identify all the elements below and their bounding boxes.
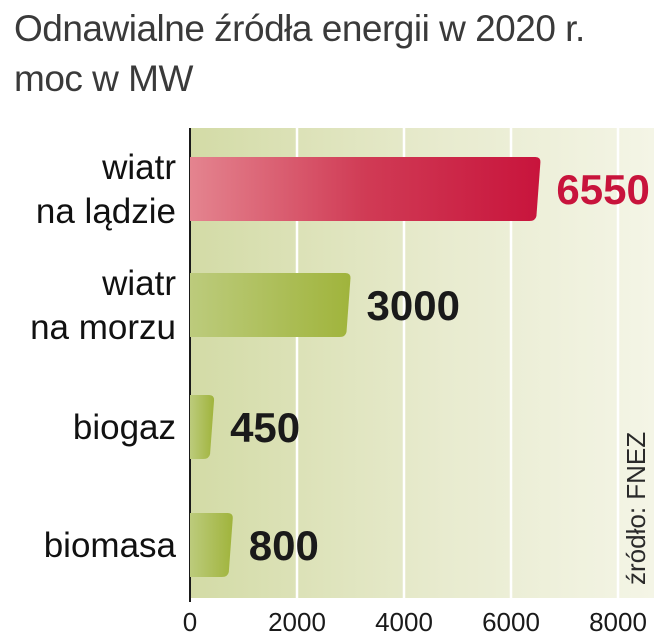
bar-value-label: 6550 (556, 166, 649, 213)
x-tick-label: 4000 (375, 607, 433, 637)
bar-value-label: 450 (230, 404, 300, 451)
chart-title: Odnawialne źródła energii w 2020 r. (14, 8, 585, 49)
source-note: źródło: FNEZ (621, 432, 651, 585)
category-label: biomasa (44, 526, 177, 565)
x-tick-label: 6000 (482, 607, 540, 637)
category-label: na lądzie (36, 192, 176, 231)
chart-subtitle: moc w MW (14, 58, 193, 99)
bar-value-label: 3000 (367, 282, 460, 329)
category-label: wiatr (101, 148, 176, 187)
x-tick-label: 0 (183, 607, 197, 637)
bar (190, 395, 215, 459)
category-label: wiatr (101, 264, 176, 303)
bar (190, 513, 233, 577)
bar-value-label: 800 (249, 522, 319, 569)
x-tick-label: 2000 (268, 607, 326, 637)
category-label: biogaz (73, 408, 176, 447)
bar (190, 157, 541, 221)
category-label: na morzu (30, 308, 176, 347)
chart-title-block: Odnawialne źródła energii w 2020 r. moc … (14, 4, 585, 104)
bar (190, 273, 351, 337)
x-tick-label: 8000 (589, 607, 647, 637)
